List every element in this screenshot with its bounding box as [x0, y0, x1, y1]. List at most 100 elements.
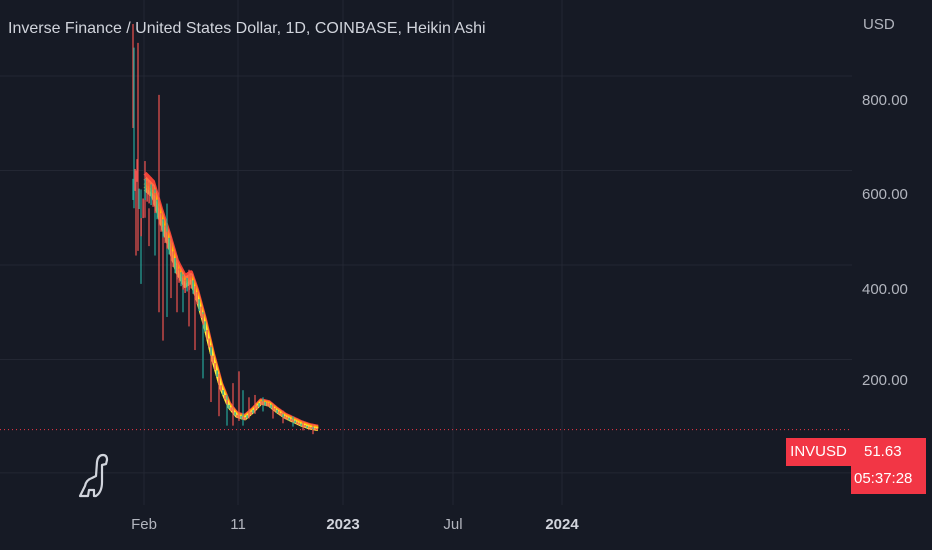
candle-body [292, 419, 294, 423]
candle-body [182, 275, 184, 290]
ribbon-line [143, 181, 319, 431]
ribbon-line [143, 184, 319, 431]
candle-body [268, 402, 270, 407]
candle-body [194, 286, 196, 300]
candle-body [188, 276, 190, 290]
candle-body [274, 408, 276, 412]
dinosaur-icon[interactable] [76, 452, 110, 503]
last-price-box: 51.63 05:37:28 [851, 438, 926, 494]
candle-body [222, 390, 224, 396]
candle-body [298, 422, 300, 425]
candle-body [154, 192, 156, 214]
candle-body [160, 213, 162, 232]
candle-body [162, 219, 164, 238]
candle-body [132, 178, 134, 200]
candle-body [310, 426, 312, 430]
candle-body [260, 400, 262, 406]
candle-body [176, 264, 178, 280]
ribbon-line [143, 171, 319, 429]
candle-body [258, 403, 260, 408]
candle-body [240, 415, 242, 419]
candle-body [234, 412, 236, 416]
x-tick-label: Jul [443, 516, 463, 533]
candle-body [178, 268, 180, 283]
candle-body [180, 272, 182, 287]
y-tick-label: 800.00 [862, 92, 908, 109]
ribbon-line [143, 176, 319, 430]
candle-body [236, 414, 238, 418]
bar-countdown: 05:37:28 [854, 470, 913, 487]
candle-body [134, 168, 136, 191]
candle-body [190, 274, 192, 289]
candle-body [148, 182, 150, 204]
candle-body [288, 417, 290, 421]
candle-body [228, 404, 230, 409]
candle-body [264, 401, 266, 406]
y-tick-label: 200.00 [862, 372, 908, 389]
candle-body [156, 199, 158, 220]
x-tick-label: 2023 [326, 516, 360, 533]
candle-body [262, 401, 264, 406]
x-tick-label: 2024 [545, 516, 579, 533]
candle-body [254, 407, 256, 412]
candle-body [212, 355, 214, 364]
candle-body [208, 338, 210, 348]
candle-body [150, 184, 152, 206]
candle-body [174, 258, 176, 274]
moving-average-ribbon [143, 171, 319, 432]
candle-body [312, 427, 314, 430]
candle-body [308, 426, 310, 429]
candle-wicks [132, 24, 318, 435]
candle-body [146, 180, 148, 202]
candle-body [204, 321, 206, 332]
candle-body [192, 280, 194, 294]
candle-body [306, 425, 308, 428]
candle-body [164, 225, 166, 244]
chart-title: Inverse Finance / United States Dollar, … [8, 20, 486, 37]
candle-body [230, 407, 232, 411]
candle-body [152, 186, 154, 207]
candle-body [224, 395, 226, 400]
candle-body [256, 405, 258, 410]
candle-body [290, 418, 292, 422]
candle-body [206, 329, 208, 340]
candle-body [252, 409, 254, 414]
candle-body [214, 363, 216, 371]
candle-body [242, 416, 244, 420]
candle-body [210, 347, 212, 356]
candle-body [198, 299, 200, 312]
candle-body [232, 409, 234, 414]
candle-body [186, 277, 188, 292]
x-tick-label: Feb [131, 516, 157, 533]
candle-body [138, 188, 140, 210]
candle-body [158, 206, 160, 226]
candle-body [284, 415, 286, 419]
candle-body [244, 417, 246, 420]
candle-body [202, 313, 204, 325]
candle-body [270, 404, 272, 409]
ribbon-line [143, 188, 319, 432]
candle-body [272, 406, 274, 411]
candle-body [226, 399, 228, 405]
candle-body [314, 427, 316, 430]
candle-body [136, 159, 138, 182]
candle-body [296, 421, 298, 425]
candle-body [218, 377, 220, 384]
candle-body [276, 409, 278, 414]
candle-body [286, 416, 288, 420]
candle-body [144, 178, 146, 200]
candle-body [246, 415, 248, 419]
candle-body [238, 415, 240, 419]
candle-body [302, 424, 304, 427]
candle-body [278, 411, 280, 415]
candle-body [166, 231, 168, 249]
candle-body [196, 291, 198, 305]
candle-body [200, 306, 202, 318]
candle-body [170, 244, 172, 261]
y-tick-label: 600.00 [862, 186, 908, 203]
candle-body [216, 370, 218, 377]
candle-body [140, 218, 142, 237]
candle-body [282, 414, 284, 418]
candle-body [280, 412, 282, 416]
